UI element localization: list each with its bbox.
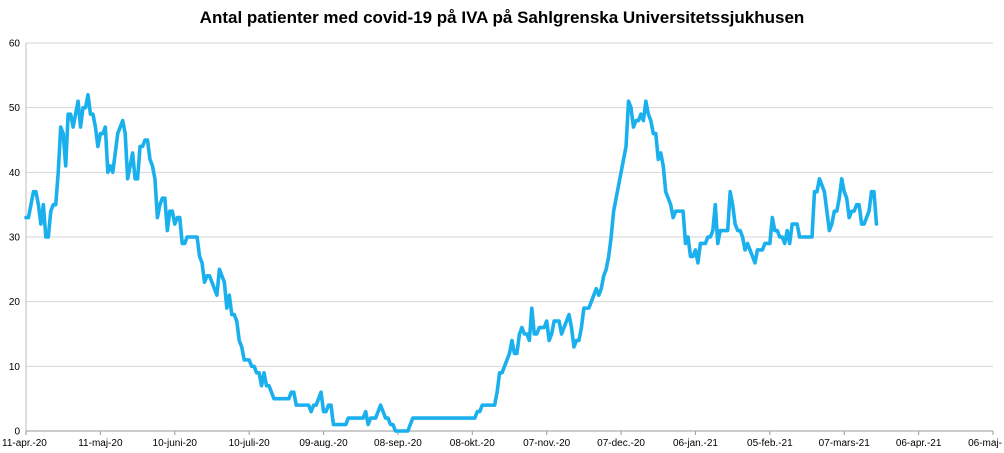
y-tick-label: 20 (9, 297, 21, 308)
gridlines (25, 42, 993, 432)
y-tick-label: 10 (9, 362, 21, 373)
x-tick-label: 10-juli-20 (229, 438, 271, 449)
chart-title: Antal patienter med covid-19 på IVA på S… (199, 8, 805, 27)
x-tick-label: 05-feb.-21 (747, 438, 793, 449)
y-tick-label: 30 (9, 233, 21, 244)
y-tick-label: 60 (9, 39, 21, 50)
x-tick-label: 08-okt.-20 (450, 438, 495, 449)
x-tick-label: 07-nov.-20 (523, 438, 571, 449)
x-tick-label: 06-jan.-21 (673, 438, 718, 449)
x-tick-label: 07-dec.-20 (597, 438, 645, 449)
x-tick-label: 11-apr.-20 (2, 438, 47, 449)
series-layer (24, 92, 879, 433)
series-line (24, 92, 879, 433)
x-tick-label: 07-mars-21 (819, 438, 871, 449)
x-tick-label: 11-maj-20 (78, 438, 123, 449)
x-tick-label: 06-apr.-21 (896, 438, 942, 449)
x-tick-label: 06-maj- (968, 438, 1002, 449)
x-tick-label: 08-sep.-20 (374, 438, 422, 449)
y-tick-label: 40 (9, 168, 21, 179)
x-tick-label: 09-aug.-20 (299, 438, 348, 449)
y-tick-label: 0 (14, 427, 20, 438)
y-tick-label: 50 (9, 103, 21, 114)
x-axis-ticks: 11-apr.-20 11-maj-20 10-juni-20 10-juli-20 0… (2, 431, 1002, 449)
x-tick-label: 10-juni-20 (153, 438, 198, 449)
y-axis-ticks: 0 10 20 30 40 50 60 (9, 39, 21, 438)
